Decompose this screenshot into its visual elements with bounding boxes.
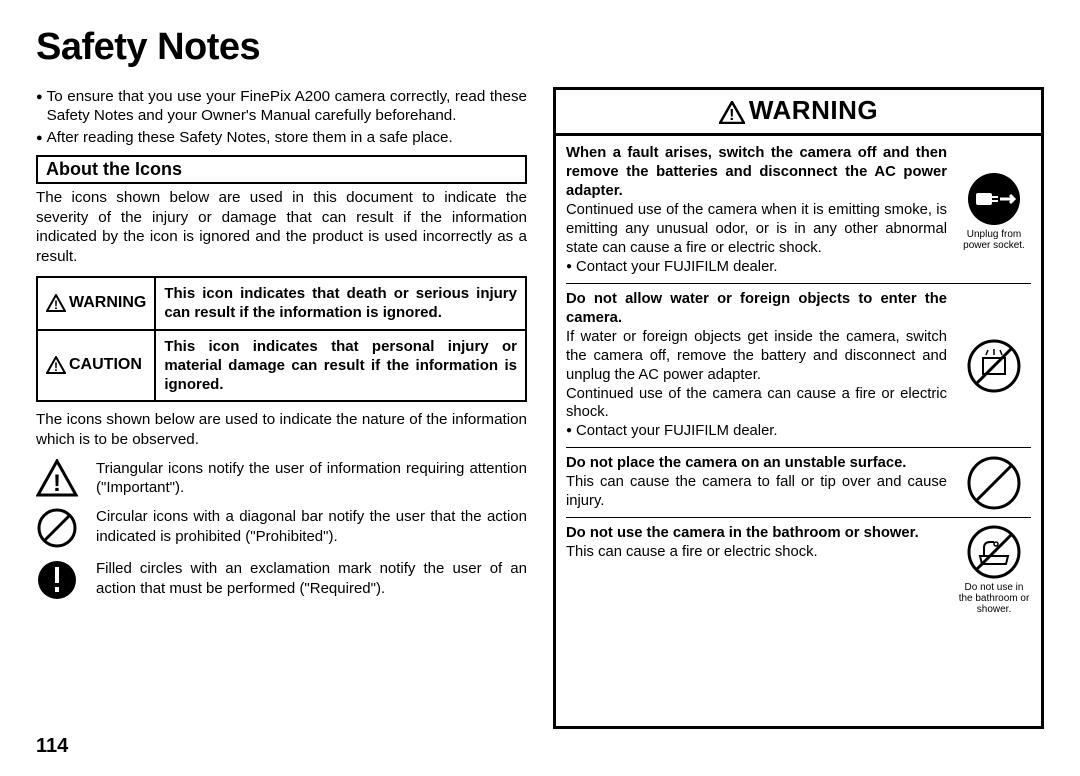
warn-item-4: Do not use the camera in the bathroom or… [566,524,1031,615]
no-bathroom-icon: Do not use in the bathroom or shower. [957,524,1031,615]
left-column: To ensure that you use your FinePix A200… [36,87,527,729]
manual-page: Safety Notes To ensure that you use your… [0,0,1080,776]
warning-triangle-icon: ! [46,294,66,312]
legend-intro: The icons shown below are used to indica… [36,410,527,449]
prohibited-icon-right [957,454,1031,511]
svg-text:!: ! [54,360,58,374]
warning-desc: This icon indicates that death or seriou… [155,277,526,329]
no-water-icon [957,290,1031,442]
warning-cell: ! WARNING [37,277,155,329]
about-icons-header: About the Icons [36,155,527,184]
svg-text:!: ! [53,470,61,497]
warning-body: When a fault arises, switch the camera o… [556,136,1041,726]
svg-text:!: ! [54,298,58,312]
required-icon [36,559,82,601]
caution-triangle-icon: ! [46,356,66,374]
warning-panel-header: !WARNING [556,90,1041,136]
unplug-icon: Unplug from power socket. [957,144,1031,277]
warning-panel: !WARNING When a fault arises, switch the… [553,87,1044,729]
icon-definition-table: ! WARNING This icon indicates that death… [36,276,527,402]
intro-bullet-1: To ensure that you use your FinePix A200… [36,87,527,126]
page-number: 114 [36,735,68,758]
warn-item-3: Do not place the camera on an unstable s… [566,454,1031,518]
intro-bullet-2: After reading these Safety Notes, store … [36,128,527,147]
prohibited-icon [36,507,82,549]
legend-row-triangle: ! Triangular icons notify the user of in… [36,459,527,497]
warn-item-1: When a fault arises, switch the camera o… [566,144,1031,284]
warn-item-2: Do not allow water or foreign objects to… [566,290,1031,449]
legend-row-prohibited: Circular icons with a diagonal bar notif… [36,507,527,549]
warning-row: ! WARNING This icon indicates that death… [37,277,526,329]
content-columns: To ensure that you use your FinePix A200… [36,87,1044,729]
right-column: !WARNING When a fault arises, switch the… [553,87,1044,729]
about-icons-text: The icons shown below are used in this d… [36,188,527,266]
legend-row-required: Filled circles with an exclamation mark … [36,559,527,601]
caution-desc: This icon indicates that personal injury… [155,330,526,402]
caution-cell: ! CAUTION [37,330,155,402]
page-title: Safety Notes [36,26,1044,69]
svg-text:!: ! [729,107,735,124]
caution-row: ! CAUTION This icon indicates that perso… [37,330,526,402]
triangle-icon: ! [36,459,82,497]
